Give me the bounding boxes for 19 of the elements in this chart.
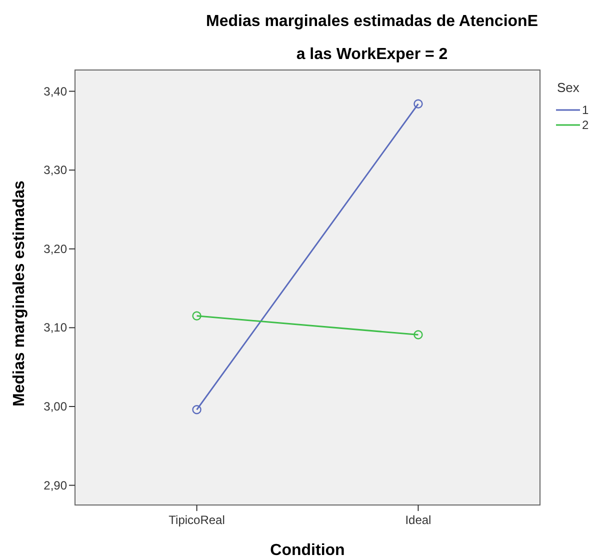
point [414, 99, 423, 108]
y-tick-label: 3,00 [44, 399, 68, 414]
y-tick-label: 3,40 [44, 84, 68, 98]
chart-title: Medias marginales estimadas de AtencionE [206, 13, 538, 30]
point [192, 405, 202, 414]
point [414, 330, 423, 340]
legend-label: 2 [582, 118, 589, 132]
legend-title: Sex [557, 80, 580, 95]
y-tick-label: 3,10 [44, 320, 68, 335]
x-tick-label: TipicoReal [168, 513, 225, 527]
x-axis-title: Condition [270, 542, 345, 559]
x-tick-label: Ideal [405, 513, 432, 527]
legend-label: 1 [582, 103, 589, 117]
y-tick-label: 3,30 [44, 163, 68, 178]
y-tick-label: 2,90 [44, 478, 68, 492]
chart-subtitle: a las WorkExper = 2 [296, 46, 448, 63]
y-tick-label: 3,20 [44, 242, 68, 256]
point [192, 311, 202, 320]
y-axis-title: Medias marginales estimadas [11, 180, 28, 406]
